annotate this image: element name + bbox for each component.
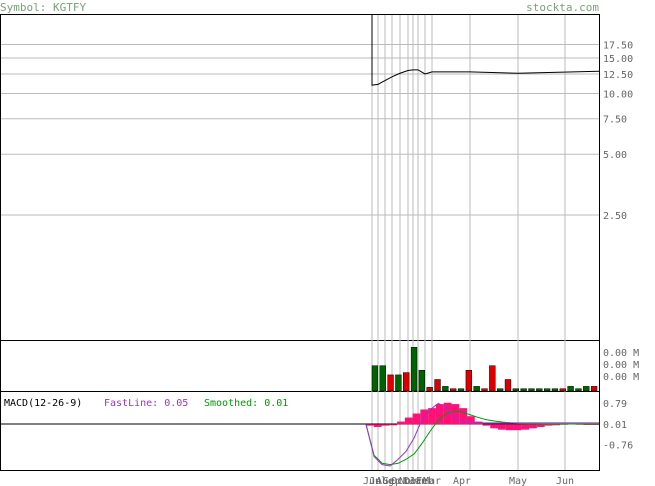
- volume-bar: [512, 388, 519, 392]
- macd-fast-line: [365, 402, 599, 467]
- macd-histogram-bar: [412, 413, 421, 425]
- volume-bar: [410, 347, 418, 392]
- x-axis-month-label: Dec: [404, 476, 422, 486]
- price-tick-label: 17.50: [603, 40, 633, 51]
- volume-bar: [496, 388, 504, 392]
- macd-histogram-bar: [366, 424, 374, 426]
- volume-bar: [473, 386, 480, 392]
- volume-bar: [395, 374, 402, 392]
- volume-bar: [520, 388, 527, 392]
- x-axis-month-label: Jul: [369, 476, 387, 486]
- volume-bar: [450, 388, 457, 392]
- volume-bar: [403, 372, 410, 392]
- macd-histogram-bar: [397, 421, 405, 425]
- price-tick-label: 7.50: [603, 115, 627, 126]
- volume-bar: [543, 388, 551, 392]
- x-axis-month-label: Nov: [399, 476, 417, 486]
- macd-histogram-bar: [544, 424, 553, 426]
- macd-series: [1, 402, 599, 467]
- macd-histogram-bar: [428, 408, 436, 425]
- macd-histogram-bar: [404, 417, 413, 425]
- x-axis-month-label: Jan: [409, 476, 427, 486]
- macd-histogram-bar: [451, 404, 460, 425]
- x-axis-month-label: Aug: [376, 476, 394, 486]
- volume-bar: [418, 370, 426, 392]
- price-tick-label: 10.00: [603, 90, 633, 101]
- macd-histogram-bar: [490, 424, 499, 429]
- x-axis-month-label: Oct: [391, 476, 409, 486]
- volume-tick-label: 0.00 M: [603, 348, 639, 359]
- macd-histogram-bar: [482, 424, 491, 426]
- macd-histogram-bar: [513, 424, 522, 431]
- price-series: [371, 15, 600, 86]
- volume-bar: [567, 386, 574, 392]
- macd-histogram-bar: [536, 424, 545, 427]
- volume-bar: [551, 388, 559, 392]
- x-axis-month-label: Feb: [416, 476, 434, 486]
- volume-bar: [583, 386, 590, 392]
- volume-bar: [457, 388, 465, 392]
- x-axis-month-label: Mar: [423, 476, 441, 486]
- macd-histogram-bar: [498, 424, 506, 430]
- volume-bar: [481, 388, 488, 392]
- macd-histogram-bar: [459, 408, 467, 425]
- x-axis-month-label: Apr: [453, 476, 471, 486]
- volume-bar: [559, 388, 566, 392]
- volume-bar: [590, 386, 598, 392]
- macd-histogram-bar: [552, 424, 561, 426]
- volume-bar: [434, 379, 441, 392]
- price-line: [371, 15, 600, 86]
- macd-smoothed-line: [365, 410, 599, 466]
- macd-tick-label: 0.01: [603, 420, 627, 431]
- volume-bar: [528, 388, 535, 392]
- volume-tick-label: 0.00 M: [603, 372, 639, 383]
- x-axis-month-label: Jun: [556, 476, 574, 486]
- macd-fastline-label: FastLine: 0.05: [104, 398, 188, 409]
- volume-series: [371, 347, 598, 392]
- volume-bar: [465, 370, 473, 392]
- volume-bar: [504, 379, 512, 392]
- macd-histogram-bar: [466, 416, 475, 425]
- volume-bar: [379, 365, 386, 392]
- site-label: stockta.com: [526, 1, 599, 14]
- volume-bar: [575, 388, 582, 392]
- macd-title: MACD(12-26-9): [4, 398, 82, 409]
- x-axis-month-label: Jun: [363, 476, 381, 486]
- volume-bar: [387, 374, 394, 392]
- x-axis-month-label: Sep: [383, 476, 401, 486]
- macd-panel: [0, 391, 600, 471]
- macd-histogram-bar: [435, 404, 444, 425]
- macd-histogram-bar: [373, 424, 382, 427]
- volume-bar: [489, 365, 496, 392]
- volume-tick-label: 0.00 M: [603, 360, 639, 371]
- grid-lines: [1, 15, 599, 470]
- macd-tick-label: 0.79: [603, 399, 627, 410]
- price-tick-label: 12.50: [603, 70, 633, 81]
- macd-histogram-bar: [505, 424, 514, 431]
- macd-tick-label: -0.76: [603, 441, 633, 452]
- volume-bar: [442, 386, 449, 392]
- price-tick-label: 2.50: [603, 211, 627, 222]
- macd-histogram-bar: [521, 424, 530, 430]
- macd-histogram-bar: [381, 424, 390, 426]
- volume-bar: [536, 388, 543, 392]
- price-tick-label: 5.00: [603, 150, 627, 161]
- macd-histogram-bar: [389, 424, 398, 426]
- macd-smoothed-label: Smoothed: 0.01: [204, 398, 288, 409]
- volume-bar: [371, 365, 379, 392]
- macd-histogram-bar: [529, 424, 537, 429]
- volume-bar: [426, 387, 433, 392]
- price-tick-label: 15.00: [603, 54, 633, 65]
- x-axis-month-label: May: [509, 476, 527, 486]
- symbol-label: Symbol: KGTFY: [0, 1, 86, 14]
